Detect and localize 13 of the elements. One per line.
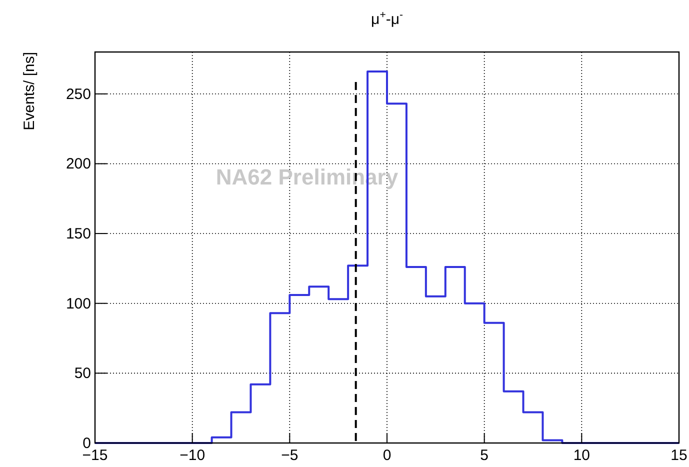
x-tick-label: −5 — [281, 447, 298, 464]
y-tick-label: 150 — [66, 226, 91, 243]
y-tick-label: 50 — [74, 365, 91, 382]
y-axis-title: Events/ [ns] — [21, 52, 38, 130]
y-tick-label: 250 — [66, 86, 91, 103]
x-tick-label: −10 — [180, 447, 206, 464]
x-tick-label: 5 — [480, 447, 489, 464]
x-tick-label: 10 — [573, 447, 590, 464]
y-tick-label: 100 — [66, 295, 91, 312]
x-tick-label: 0 — [382, 447, 392, 464]
x-tick-label: 15 — [670, 447, 688, 464]
y-tick-label: 200 — [66, 156, 91, 173]
chart-title: μ$^{+}$-μ$^{-}$ — [371, 9, 404, 28]
